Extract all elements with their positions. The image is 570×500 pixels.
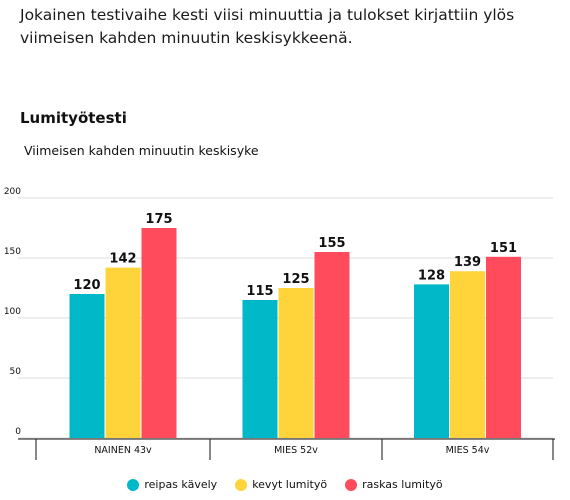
chart-title: Lumityötesti (20, 109, 127, 127)
x-tick-label: MIES 52v (274, 445, 318, 456)
legend-swatch (345, 478, 358, 491)
data-label: 142 (109, 252, 136, 267)
bar (486, 256, 521, 438)
legend-item-kevyt-lumityo: kevyt lumityö (235, 478, 327, 491)
data-label: 115 (246, 284, 273, 299)
y-tick-label: 50 (10, 367, 22, 377)
x-tick-label: NAINEN 43v (94, 445, 152, 456)
bar (414, 284, 449, 438)
data-label: 120 (73, 278, 100, 293)
y-tick-label: 200 (4, 187, 21, 197)
bar (450, 271, 485, 438)
legend-swatch (127, 478, 140, 491)
data-label: 151 (490, 241, 517, 256)
y-tick-label: 150 (4, 247, 21, 257)
y-tick-label: 0 (15, 427, 21, 437)
chart-legend: reipas kävely kevyt lumityö raskas lumit… (0, 478, 570, 491)
data-label: 128 (418, 268, 445, 283)
legend-item-raskas-lumityo: raskas lumityö (345, 478, 443, 491)
intro-paragraph: Jokainen testivaihe kesti viisi minuutti… (20, 6, 515, 47)
bar (141, 228, 177, 438)
bar (242, 300, 278, 438)
data-label: 175 (145, 212, 172, 227)
bar (69, 294, 105, 438)
data-label: 125 (282, 272, 309, 287)
data-label: 139 (454, 255, 481, 270)
legend-label: reipas kävely (144, 478, 218, 491)
bar (105, 267, 141, 438)
x-tick-label: MIES 54v (446, 445, 490, 456)
y-tick-label: 100 (4, 307, 21, 317)
bar (314, 252, 350, 438)
legend-item-reipas-kavely: reipas kävely (127, 478, 217, 491)
bar-chart: 200 150 100 50 0 120 142 175 NAINEN 43v 115 125 155… (4, 187, 555, 460)
legend-label: kevyt lumityö (252, 478, 328, 491)
legend-swatch (235, 478, 248, 491)
legend-label: raskas lumityö (362, 478, 443, 491)
chart-subtitle: Viimeisen kahden minuutin keskisyke (24, 143, 259, 158)
data-label: 155 (318, 236, 345, 251)
bar (278, 288, 314, 438)
